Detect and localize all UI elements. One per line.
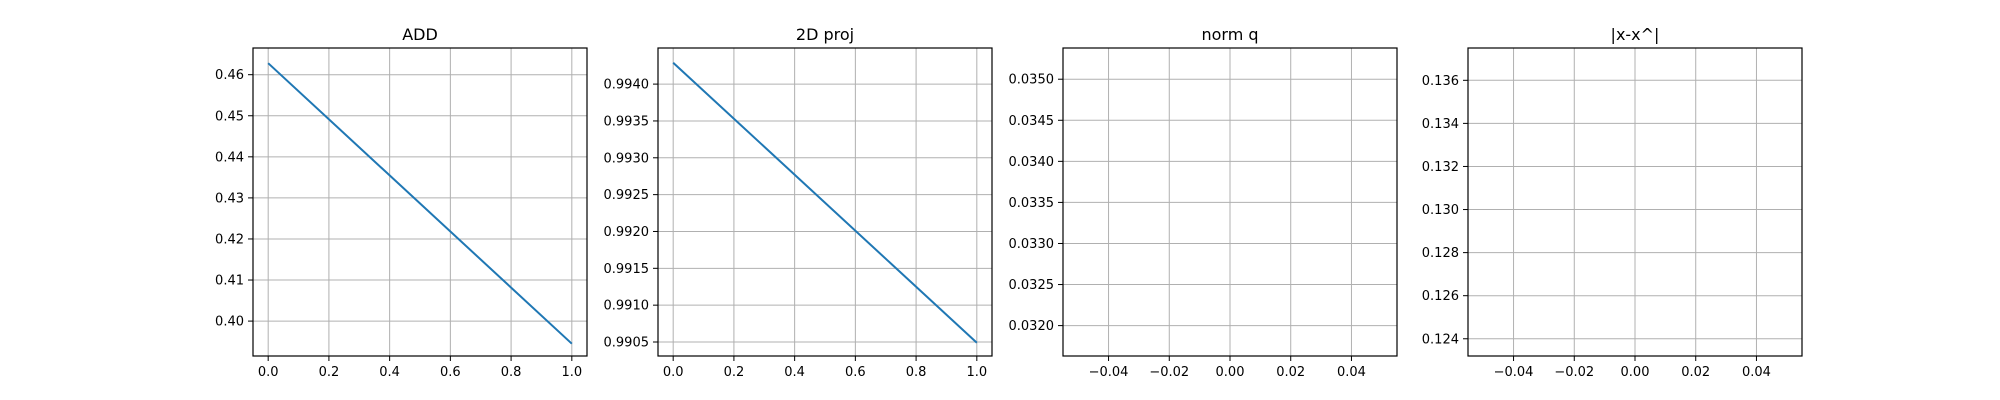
subplot-x-error: −0.04 −0.02 0.00 0.02 0.04 0.124 0.126 0.128 0.1… — [1422, 25, 1803, 380]
y-tick-label: 0.124 — [1422, 332, 1459, 347]
y-tick-label: 0.0335 — [1009, 196, 1055, 211]
x-tick-label: −0.04 — [1494, 365, 1534, 380]
y-tick-label: 0.42 — [215, 232, 244, 247]
y-tick-label: 0.40 — [215, 315, 244, 330]
y-tick-label: 0.45 — [215, 109, 244, 124]
y-tick-label: 0.43 — [215, 191, 244, 206]
y-tick-label: 0.0345 — [1009, 114, 1055, 129]
y-tick-label: 0.9920 — [604, 225, 650, 240]
x-tick-label: 1.0 — [561, 365, 582, 380]
series-line — [672, 62, 978, 344]
x-tick-label: −0.02 — [1149, 365, 1189, 380]
x-tick-label: 0.0 — [258, 365, 279, 380]
y-tick-label: 0.9935 — [604, 114, 650, 129]
subplot-2d-proj: 0.0 0.2 0.4 0.6 0.8 1.0 0.9905 0.9910 0.9915 0.99… — [604, 25, 993, 380]
x-tick-label: 0.04 — [1742, 365, 1771, 380]
y-tick-label: 0.9930 — [604, 151, 650, 166]
x-tick-label: 0.6 — [845, 365, 866, 380]
y-tick-label: 0.44 — [215, 150, 244, 165]
y-tick-label: 0.41 — [215, 274, 244, 289]
x-tick-label: 0.6 — [440, 365, 461, 380]
subplot-norm-q: −0.04 −0.02 0.00 0.02 0.04 0.0320 0.0325 0.0330… — [1009, 25, 1398, 380]
series-line — [267, 62, 573, 345]
panel-title: 2D proj — [796, 25, 854, 44]
x-tick-label: 0.02 — [1276, 365, 1305, 380]
x-tick-label: 0.8 — [906, 365, 927, 380]
x-tick-label: 0.2 — [319, 365, 340, 380]
y-tick-label: 0.9915 — [604, 262, 650, 277]
y-tick-label: 0.136 — [1422, 74, 1459, 89]
axes-frame — [252, 47, 588, 357]
y-tick-label: 0.0320 — [1009, 319, 1055, 334]
panel-title: ADD — [402, 25, 438, 44]
y-tick-label: 0.128 — [1422, 246, 1459, 261]
y-tick-label: 0.9940 — [604, 78, 650, 93]
panel-title: norm q — [1201, 25, 1258, 44]
x-tick-label: 0.4 — [784, 365, 805, 380]
x-tick-label: 0.4 — [379, 365, 400, 380]
y-tick-label: 0.134 — [1422, 117, 1459, 132]
y-tick-label: 0.0350 — [1009, 73, 1055, 88]
x-tick-label: 0.8 — [501, 365, 522, 380]
x-tick-label: 0.2 — [724, 365, 745, 380]
x-tick-label: −0.04 — [1089, 365, 1129, 380]
x-tick-label: 0.00 — [1216, 365, 1245, 380]
y-tick-label: 0.130 — [1422, 203, 1459, 218]
panel-title: |x-x^| — [1611, 25, 1660, 44]
x-tick-label: 0.02 — [1681, 365, 1710, 380]
x-tick-label: 0.0 — [663, 365, 684, 380]
subplot-add: 0.0 0.2 0.4 0.6 0.8 1.0 0.40 0.41 0.42 0.43 0.44 0.… — [215, 25, 588, 380]
x-tick-label: 0.00 — [1621, 365, 1650, 380]
x-tick-label: 0.04 — [1337, 365, 1366, 380]
y-tick-label: 0.126 — [1422, 289, 1459, 304]
x-tick-label: 1.0 — [966, 365, 987, 380]
y-tick-label: 0.0340 — [1009, 155, 1055, 170]
y-tick-label: 0.0330 — [1009, 237, 1055, 252]
y-tick-label: 0.132 — [1422, 160, 1459, 175]
x-tick-label: −0.02 — [1554, 365, 1594, 380]
y-tick-label: 0.46 — [215, 68, 244, 83]
y-tick-label: 0.9910 — [604, 299, 650, 314]
y-tick-label: 0.0325 — [1009, 278, 1055, 293]
y-tick-label: 0.9905 — [604, 336, 650, 351]
y-tick-label: 0.9925 — [604, 188, 650, 203]
axes-frame — [657, 47, 993, 357]
